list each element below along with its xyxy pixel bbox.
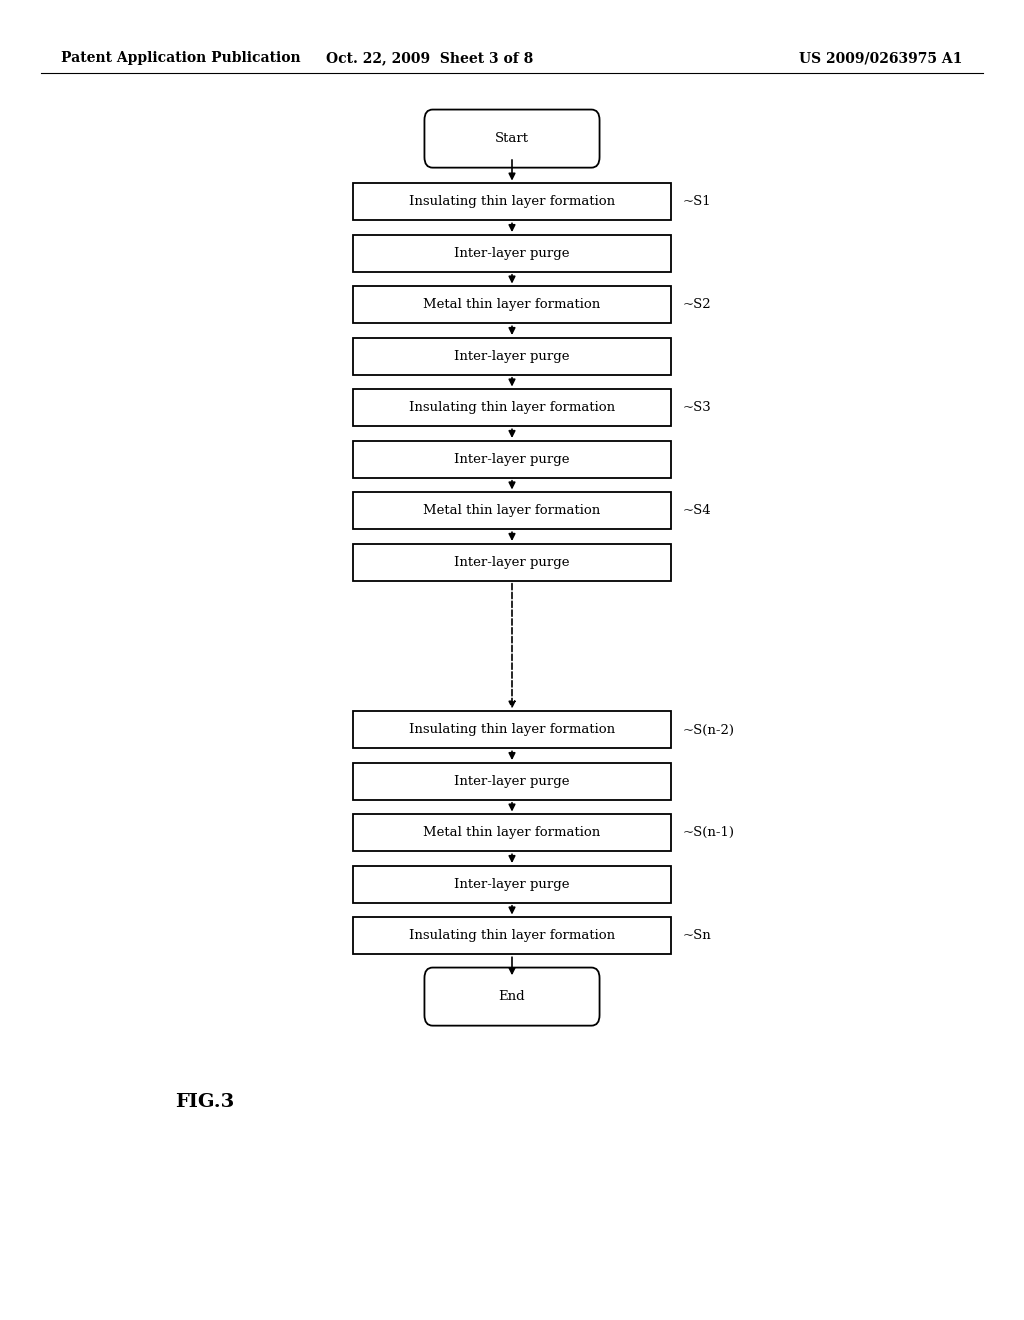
Text: Metal thin layer formation: Metal thin layer formation [423,504,601,517]
Bar [353,711,671,748]
Bar [353,814,671,851]
Text: Inter-layer purge: Inter-layer purge [455,878,569,891]
Text: Oct. 22, 2009  Sheet 3 of 8: Oct. 22, 2009 Sheet 3 of 8 [327,51,534,65]
Text: Metal thin layer formation: Metal thin layer formation [423,298,601,312]
Bar [353,917,671,954]
Text: Patent Application Publication: Patent Application Publication [61,51,301,65]
Bar [353,338,671,375]
Bar [353,389,671,426]
Bar [353,763,671,800]
Bar [353,866,671,903]
Bar [353,235,671,272]
Text: Insulating thin layer formation: Insulating thin layer formation [409,929,615,942]
Bar [353,286,671,323]
FancyBboxPatch shape [424,968,599,1026]
Bar [353,441,671,478]
Bar [353,183,671,220]
Text: ~S2: ~S2 [683,298,712,312]
Text: Insulating thin layer formation: Insulating thin layer formation [409,401,615,414]
Text: Start: Start [495,132,529,145]
Bar [353,492,671,529]
Text: ~S(n-1): ~S(n-1) [683,826,735,840]
Text: Inter-layer purge: Inter-layer purge [455,247,569,260]
Text: Metal thin layer formation: Metal thin layer formation [423,826,601,840]
Text: Inter-layer purge: Inter-layer purge [455,556,569,569]
Text: Insulating thin layer formation: Insulating thin layer formation [409,723,615,737]
Text: ~S(n-2): ~S(n-2) [683,723,735,737]
Text: End: End [499,990,525,1003]
Text: ~S4: ~S4 [683,504,712,517]
Text: Inter-layer purge: Inter-layer purge [455,350,569,363]
Text: ~S1: ~S1 [683,195,712,209]
Text: ~Sn: ~Sn [683,929,712,942]
Bar [353,544,671,581]
Text: FIG.3: FIG.3 [175,1093,234,1111]
Text: Insulating thin layer formation: Insulating thin layer formation [409,195,615,209]
Text: US 2009/0263975 A1: US 2009/0263975 A1 [799,51,963,65]
Text: Inter-layer purge: Inter-layer purge [455,775,569,788]
Text: ~S3: ~S3 [683,401,712,414]
Text: Inter-layer purge: Inter-layer purge [455,453,569,466]
FancyBboxPatch shape [424,110,599,168]
